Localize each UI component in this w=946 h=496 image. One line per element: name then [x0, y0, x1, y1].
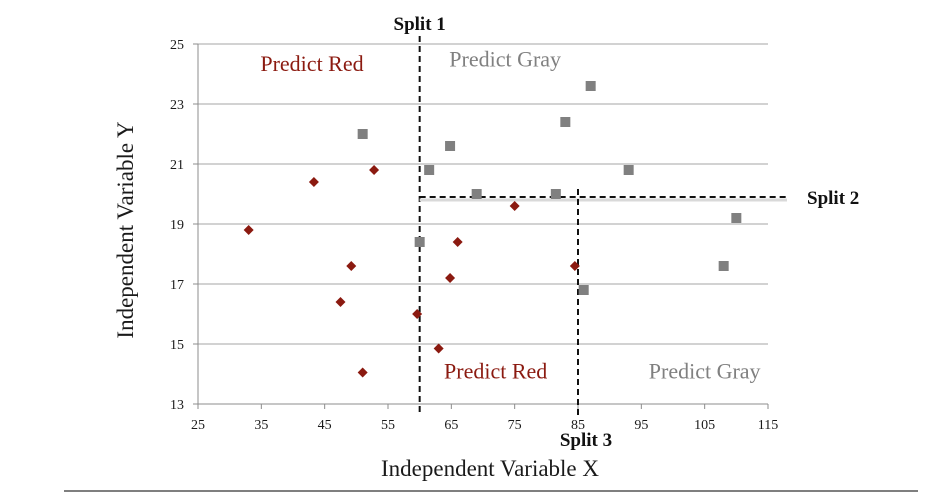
split-label: Split 1 [394, 14, 446, 35]
region-label: Predict Gray [649, 359, 761, 384]
gray-square-point [718, 261, 729, 271]
red-diamond-point [243, 225, 254, 235]
red-diamond-point [346, 261, 357, 271]
gray-square-point [623, 165, 634, 175]
red-diamond-point [569, 261, 580, 271]
x-tick-label: 35 [254, 418, 268, 433]
x-tick-label: 95 [634, 418, 648, 433]
gray-square-point [578, 285, 589, 295]
red-diamond-point [369, 165, 380, 175]
red-diamond-point [509, 201, 520, 211]
region-label: Predict Gray [449, 47, 561, 72]
gray-square-point [550, 189, 561, 199]
x-axis-label: Independent Variable X [381, 456, 599, 481]
red-diamond-point [412, 309, 423, 319]
axes [193, 43, 769, 409]
red-diamond-point [335, 297, 346, 307]
gray-square-point [560, 117, 571, 127]
data-points [243, 81, 742, 378]
y-tick-label: 25 [170, 38, 184, 53]
red-diamond-point [452, 237, 463, 247]
split-label: Split 3 [560, 430, 612, 451]
gray-square-point [445, 141, 456, 151]
gridlines [198, 43, 768, 345]
red-diamond-point [433, 343, 444, 354]
y-axis-label: Independent Variable Y [113, 121, 138, 339]
y-tick-label: 23 [170, 98, 184, 113]
gray-square-point [357, 129, 368, 139]
x-tick-label: 75 [508, 418, 522, 433]
gray-square-point [424, 165, 435, 175]
y-tick-label: 13 [170, 398, 184, 413]
y-tick-label: 19 [170, 218, 184, 233]
red-diamond-point [445, 273, 456, 283]
x-tick-label: 65 [444, 418, 458, 433]
x-tick-label: 25 [191, 418, 205, 433]
region-label: Predict Red [260, 51, 363, 76]
x-tick-label: 55 [381, 418, 395, 433]
y-tick-label: 21 [170, 158, 184, 173]
y-tick-label: 15 [170, 338, 184, 353]
region-labels: Predict Red Predict Gray Predict Red Predic… [260, 47, 760, 384]
y-tick-label: 17 [170, 278, 184, 293]
x-tick-label: 115 [758, 418, 778, 433]
x-tick-label: 45 [318, 418, 332, 433]
region-label: Predict Red [444, 359, 547, 384]
split-label: Split 2 [807, 188, 859, 209]
gray-square-point [731, 213, 742, 223]
gray-square-point [471, 189, 482, 199]
x-tick-label: 105 [694, 418, 715, 433]
gray-square-point [585, 81, 596, 91]
gray-square-point [414, 237, 425, 247]
red-diamond-point [357, 367, 368, 378]
red-diamond-point [308, 177, 319, 187]
x-tick-label: 85 [571, 418, 585, 433]
split-lines: Split 1 Split 2 Split 3 [394, 14, 860, 451]
tick-labels: 13 15 17 19 21 23 25 25 35 45 55 65 75 85 95 105 115 [170, 38, 778, 433]
